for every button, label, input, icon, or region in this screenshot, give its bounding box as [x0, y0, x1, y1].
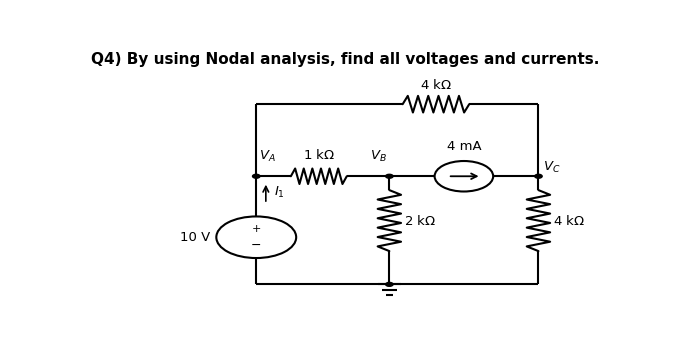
Text: 4 mA: 4 mA [447, 140, 481, 153]
Text: $V_C$: $V_C$ [543, 161, 560, 175]
Text: 4 k$\Omega$: 4 k$\Omega$ [553, 213, 585, 228]
Circle shape [253, 174, 260, 178]
Circle shape [534, 174, 542, 178]
Text: +: + [251, 224, 261, 234]
Circle shape [216, 216, 296, 258]
Text: $V_A$: $V_A$ [259, 149, 275, 164]
Text: $I_1$: $I_1$ [274, 185, 284, 201]
Circle shape [385, 283, 393, 286]
Text: −: − [251, 239, 262, 252]
Text: $V_B$: $V_B$ [370, 149, 387, 164]
Text: 2 k$\Omega$: 2 k$\Omega$ [404, 213, 436, 228]
Text: 4 k$\Omega$: 4 k$\Omega$ [420, 78, 452, 92]
Circle shape [435, 161, 493, 192]
Circle shape [385, 174, 393, 178]
Text: Q4) By using Nodal analysis, find all voltages and currents.: Q4) By using Nodal analysis, find all vo… [91, 51, 600, 67]
Text: 1 k$\Omega$: 1 k$\Omega$ [303, 148, 335, 162]
Text: 10 V: 10 V [180, 231, 210, 244]
